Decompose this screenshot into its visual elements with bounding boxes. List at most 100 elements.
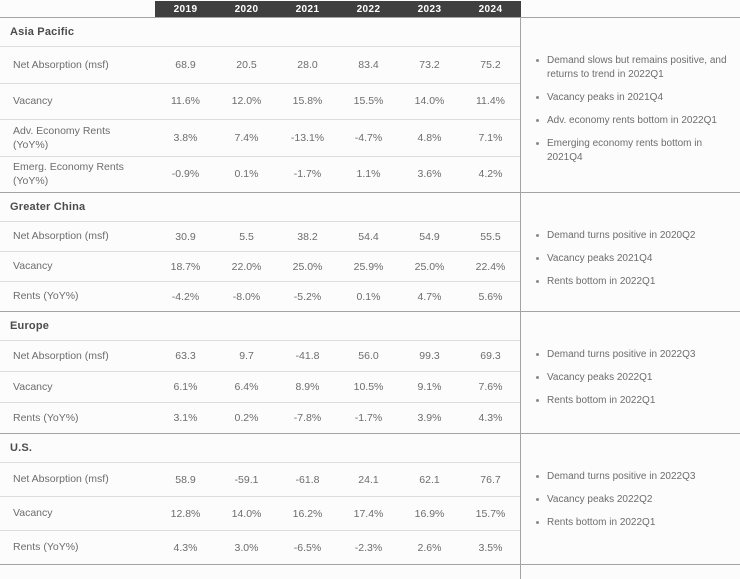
metric-value: 69.3 — [480, 350, 501, 362]
metric-value: -13.1% — [290, 131, 325, 144]
note-item: Demand slows but remains positive, and r… — [536, 54, 728, 82]
metric-value: 73.2 — [419, 58, 440, 71]
bullet-dot-icon — [536, 234, 539, 237]
bullet-dot-icon — [536, 257, 539, 260]
region-table: Asia Pacific Net Absorption (msf) 68.9 20.5… — [0, 18, 521, 192]
metric-value: 18.7% — [170, 260, 201, 273]
metric-value: -61.8 — [295, 473, 320, 486]
region-notes: Demand turns positive in 2022Q3 Vacancy p… — [521, 434, 740, 564]
metric-value: 0.1% — [234, 168, 259, 181]
metric-value: 4.7% — [417, 290, 442, 303]
metric-label: Rents (YoY%) — [13, 411, 79, 424]
metric-value: 0.1% — [356, 290, 381, 303]
metric-row: Rents (YoY%) 3.1% 0.2% -7.8% -1.7% 3.9% 4.3% — [0, 402, 521, 433]
metric-row: Net Absorption (msf) 68.9 20.5 28.0 83.4 73.2… — [0, 46, 521, 83]
metric-value: 16.9% — [414, 507, 445, 520]
metric-row: Adv. Economy Rents (YoY%) 3.8% 7.4% -13.1% -… — [0, 119, 521, 156]
metric-value: -5.2% — [293, 290, 322, 303]
metric-row: Vacancy 12.8% 14.0% 16.2% 17.4% 16.9% 15.7% — [0, 496, 521, 530]
metric-value: 30.9 — [175, 230, 196, 243]
region-notes: Demand turns positive in 2020Q2 Vacancy p… — [521, 193, 740, 311]
metric-value: 56.0 — [358, 350, 379, 362]
metric-value: -59.1 — [234, 473, 259, 486]
metric-value: 24.1 — [358, 473, 379, 486]
metric-value: 3.5% — [478, 541, 503, 554]
metric-value: 6.1% — [173, 381, 198, 393]
metric-row: Rents (YoY%) 4.3% 3.0% -6.5% -2.3% 2.6% 3.5% — [0, 530, 521, 564]
note-text: Rents bottom in 2022Q1 — [547, 395, 656, 406]
metric-value: 2.6% — [417, 541, 442, 554]
note-item: Demand turns positive in 2022Q3 — [536, 348, 728, 362]
year-column-header: 2021 — [295, 3, 320, 15]
region-section: Asia Pacific Net Absorption (msf) 68.9 20.5… — [0, 17, 740, 192]
metric-value: -1.7% — [354, 412, 383, 424]
metric-value: 55.5 — [480, 230, 501, 243]
metric-value: 9.7 — [239, 350, 254, 362]
metric-label: Vacancy — [13, 260, 53, 273]
metric-label: Emerg. Economy Rents (YoY%) — [13, 161, 124, 188]
bullet-dot-icon — [536, 96, 539, 99]
note-item: Rents bottom in 2022Q1 — [536, 516, 728, 530]
metric-label: Rents (YoY%) — [13, 290, 79, 303]
metric-label: Rents (YoY%) — [13, 541, 79, 554]
region-table: U.S. Net Absorption (msf) 58.9 -59.1 -61.8 24… — [0, 434, 521, 564]
metric-value: 28.0 — [297, 58, 318, 71]
metric-value: 5.6% — [478, 290, 503, 303]
metric-row: Net Absorption (msf) 63.3 9.7 -41.8 56.0 99.3… — [0, 340, 521, 371]
metric-value: 68.9 — [175, 58, 196, 71]
region-title: Asia Pacific — [10, 26, 75, 38]
next-section-boundary — [0, 564, 740, 579]
year-column-header: 2020 — [234, 3, 259, 15]
metric-value: 4.8% — [417, 131, 442, 144]
metric-value: 25.0% — [414, 260, 445, 273]
metric-value: 14.0% — [231, 507, 262, 520]
metric-value: 4.3% — [173, 541, 198, 554]
note-item: Rents bottom in 2022Q1 — [536, 394, 728, 408]
metric-value: -4.2% — [171, 290, 200, 303]
note-text: Emerging economy rents bottom in 2021Q4 — [547, 138, 703, 163]
region-section: Europe Net Absorption (msf) 63.3 9.7 -41.8 56… — [0, 311, 740, 433]
metric-row: Vacancy 6.1% 6.4% 8.9% 10.5% 9.1% 7.6% — [0, 371, 521, 402]
metric-value: 22.4% — [475, 260, 506, 273]
metric-value: -41.8 — [295, 350, 320, 362]
note-item: Adv. economy rents bottom in 2022Q1 — [536, 114, 728, 128]
year-column-header: 2023 — [417, 3, 442, 15]
notes-divider-line — [520, 17, 521, 579]
bullet-dot-icon — [536, 119, 539, 122]
note-item: Vacancy peaks 2021Q4 — [536, 252, 728, 266]
metric-value: 7.1% — [478, 131, 503, 144]
note-text: Demand slows but remains positive, and r… — [547, 55, 727, 80]
metric-value: 16.2% — [292, 507, 323, 520]
note-text: Vacancy peaks in 2021Q4 — [547, 92, 664, 103]
metric-value: 54.4 — [358, 230, 379, 243]
metric-value: -7.8% — [293, 412, 322, 424]
bullet-dot-icon — [536, 399, 539, 402]
metric-value: 3.6% — [417, 168, 442, 181]
metric-value: 4.2% — [478, 168, 503, 181]
region-notes: Demand slows but remains positive, and r… — [521, 18, 740, 192]
bullet-dot-icon — [536, 498, 539, 501]
region-title: Europe — [10, 320, 50, 332]
region-section: Greater China Net Absorption (msf) 30.9 5.5… — [0, 192, 740, 311]
metric-label: Vacancy — [13, 95, 53, 108]
metric-value: 3.1% — [173, 412, 198, 424]
metric-label: Net Absorption (msf) — [13, 349, 109, 362]
metric-value: -0.9% — [171, 168, 200, 181]
note-item: Vacancy peaks in 2021Q4 — [536, 91, 728, 105]
note-text: Demand turns positive in 2022Q3 — [547, 471, 696, 482]
metric-value: -1.7% — [293, 168, 322, 181]
metric-value: 7.4% — [234, 131, 259, 144]
year-column-header: 2022 — [356, 3, 381, 15]
metric-value: 76.7 — [480, 473, 501, 486]
metric-value: 38.2 — [297, 230, 318, 243]
metric-row: Rents (YoY%) -4.2% -8.0% -5.2% 0.1% 4.7% 5.6% — [0, 281, 521, 311]
metric-value: 3.0% — [234, 541, 259, 554]
region-title-row: Greater China — [0, 193, 521, 221]
bullet-dot-icon — [536, 376, 539, 379]
metric-value: 14.0% — [414, 95, 445, 108]
note-item: Demand turns positive in 2022Q3 — [536, 470, 728, 484]
metric-value: -2.3% — [354, 541, 383, 554]
region-section: U.S. Net Absorption (msf) 58.9 -59.1 -61.8 24… — [0, 433, 740, 564]
year-column-header: 2019 — [173, 3, 198, 15]
metric-label: Net Absorption (msf) — [13, 473, 109, 486]
